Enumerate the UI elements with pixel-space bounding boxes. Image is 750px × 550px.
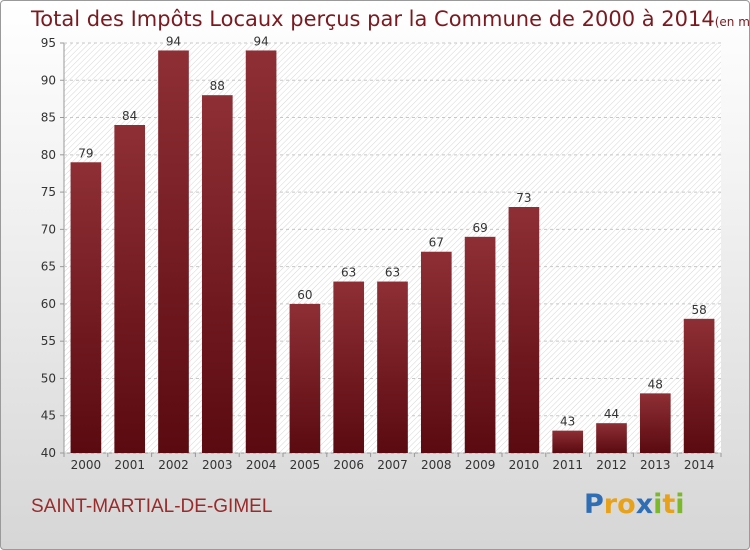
bar-2003: [201, 95, 233, 453]
bar-2000: [70, 162, 102, 454]
x-tick-label: 2009: [465, 458, 496, 472]
x-tick-label: 2005: [290, 458, 321, 472]
logo-letter: x: [635, 489, 654, 520]
y-tick-label: 65: [41, 260, 56, 274]
logo-letter: P: [584, 489, 604, 520]
bars: 79 84 94 88 94 60 63 63 67 69 73 43 44 48 58: [70, 34, 715, 454]
bar-2008: [420, 251, 452, 453]
x-tick-label: 2002: [158, 458, 189, 472]
bar-value-label: 44: [604, 407, 619, 421]
bar-value-label: 48: [648, 377, 663, 391]
x-tick-label: 2004: [246, 458, 277, 472]
logo-letter: i: [653, 489, 663, 520]
y-tick-label: 45: [41, 409, 56, 423]
x-tick-label: 2003: [202, 458, 233, 472]
bar-value-label: 73: [516, 191, 531, 205]
bar-value-label: 43: [560, 415, 575, 429]
x-tick-label: 2008: [421, 458, 452, 472]
proxiti-logo: Proxiti: [584, 489, 685, 520]
logo-letter: o: [617, 489, 636, 520]
chart-title-text: Total des Impôts Locaux perçus par la Co…: [31, 7, 715, 31]
x-tick-label: 2014: [684, 458, 715, 472]
logo-letter: t: [662, 489, 676, 520]
chart-title: Total des Impôts Locaux perçus par la Co…: [31, 7, 750, 31]
bar-2001: [114, 125, 146, 453]
bar-value-label: 58: [691, 303, 706, 317]
y-tick-label: 75: [41, 185, 56, 199]
y-tick-label: 70: [41, 222, 56, 236]
bar-2004: [245, 50, 277, 454]
logo-letter: r: [603, 489, 618, 520]
bar-value-label: 94: [253, 34, 268, 48]
bar-value-label: 88: [210, 79, 225, 93]
bar-value-label: 63: [385, 266, 400, 280]
x-tick-label: 2011: [552, 458, 583, 472]
bar-2011: [552, 430, 584, 453]
bar-2007: [377, 281, 408, 453]
x-tick-label: 2007: [377, 458, 408, 472]
y-tick-label: 55: [41, 334, 56, 348]
y-tick-label: 85: [41, 111, 56, 125]
bar-2006: [333, 281, 365, 453]
y-tick-label: 90: [41, 73, 56, 87]
bar-2009: [464, 236, 496, 453]
logo-letter: i: [675, 489, 685, 520]
chart-title-unit: (en milliers d'€): [714, 15, 750, 29]
commune-name: SAINT-MARTIAL-DE-GIMEL: [31, 496, 273, 517]
bar-2005: [289, 303, 321, 453]
y-tick-label: 40: [41, 446, 56, 460]
bar-value-label: 67: [429, 236, 444, 250]
y-tick-label: 60: [41, 297, 56, 311]
x-tick-label: 2010: [509, 458, 540, 472]
y-tick-label: 95: [41, 36, 56, 50]
x-axis-ticks: 2000 2001 2002 2003 2004 2005 2006 2007 2008 2009…: [63, 453, 722, 472]
x-tick-label: 2006: [333, 458, 364, 472]
x-tick-label: 2001: [114, 458, 145, 472]
bar-2002: [158, 50, 189, 454]
bar-2012: [596, 423, 627, 453]
y-tick-label: 50: [41, 371, 56, 385]
bar-value-label: 63: [341, 266, 356, 280]
x-tick-label: 2000: [71, 458, 102, 472]
bar-2013: [639, 393, 671, 453]
bar-value-label: 94: [166, 34, 181, 48]
y-tick-label: 80: [41, 148, 56, 162]
bar-2010: [508, 207, 540, 453]
bar-value-label: 69: [472, 221, 487, 235]
bar-value-label: 84: [122, 109, 137, 123]
bar-value-label: 60: [297, 288, 312, 302]
bar-value-label: 79: [78, 146, 93, 160]
x-tick-label: 2013: [640, 458, 671, 472]
y-axis-ticks: 40 45 50 55 60 65 70 75 80 85 90 95: [41, 36, 64, 460]
x-tick-label: 2012: [596, 458, 627, 472]
bar-2014: [683, 318, 715, 453]
